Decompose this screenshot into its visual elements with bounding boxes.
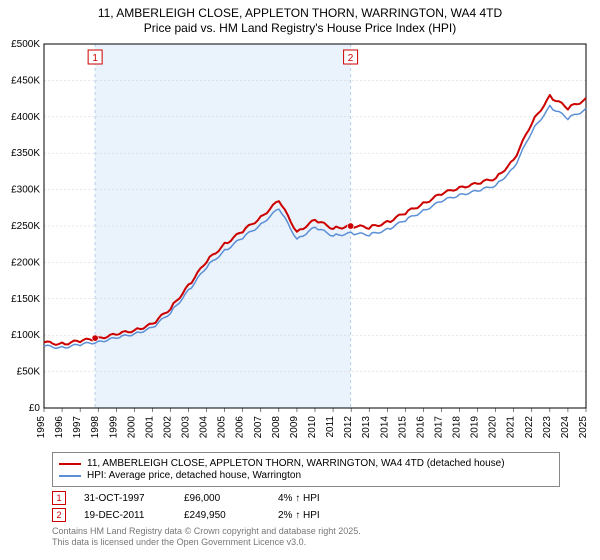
svg-text:1999: 1999 xyxy=(108,416,119,439)
footer-line: Contains HM Land Registry data © Crown c… xyxy=(52,526,560,537)
svg-text:2: 2 xyxy=(348,53,354,64)
marker-badge: 2 xyxy=(52,508,66,522)
chart-area: £0 £50K £100K £150K £200K £250K £300K £350K £400… xyxy=(0,38,600,448)
svg-text:£400K: £400K xyxy=(11,112,40,123)
svg-text:1995: 1995 xyxy=(36,416,47,439)
svg-text:1996: 1996 xyxy=(54,416,65,439)
svg-text:2009: 2009 xyxy=(289,416,300,439)
marker-pct: 2% ↑ HPI xyxy=(278,510,368,521)
svg-text:2001: 2001 xyxy=(144,416,155,439)
svg-text:2023: 2023 xyxy=(542,416,553,439)
svg-text:2002: 2002 xyxy=(162,416,173,439)
svg-text:2022: 2022 xyxy=(524,416,535,439)
legend-swatch xyxy=(59,475,81,477)
footer-attribution: Contains HM Land Registry data © Crown c… xyxy=(52,526,560,549)
marker-badge: 1 xyxy=(52,491,66,505)
chart-title-line2: Price paid vs. HM Land Registry's House … xyxy=(8,21,592,36)
svg-text:£0: £0 xyxy=(29,403,41,414)
svg-text:2008: 2008 xyxy=(271,416,282,439)
svg-text:2025: 2025 xyxy=(578,416,589,439)
svg-text:£300K: £300K xyxy=(11,185,40,196)
svg-text:2000: 2000 xyxy=(126,416,137,439)
svg-text:£450K: £450K xyxy=(11,75,40,86)
legend-swatch xyxy=(59,463,81,465)
legend-label: 11, AMBERLEIGH CLOSE, APPLETON THORN, WA… xyxy=(87,458,505,469)
svg-text:2019: 2019 xyxy=(470,416,481,439)
svg-text:2014: 2014 xyxy=(379,416,390,439)
svg-text:1998: 1998 xyxy=(90,416,101,439)
svg-text:2018: 2018 xyxy=(452,416,463,439)
marker-pct: 4% ↑ HPI xyxy=(278,493,368,504)
marker-price: £249,950 xyxy=(184,510,260,521)
svg-text:£500K: £500K xyxy=(11,39,40,50)
svg-text:2016: 2016 xyxy=(415,416,426,439)
svg-text:1997: 1997 xyxy=(72,416,83,439)
svg-text:2017: 2017 xyxy=(433,416,444,439)
svg-text:£250K: £250K xyxy=(11,221,40,232)
svg-text:2021: 2021 xyxy=(506,416,517,439)
svg-text:1: 1 xyxy=(92,53,98,64)
svg-text:2007: 2007 xyxy=(253,416,264,439)
chart-title-line1: 11, AMBERLEIGH CLOSE, APPLETON THORN, WA… xyxy=(8,6,592,21)
chart-title-block: 11, AMBERLEIGH CLOSE, APPLETON THORN, WA… xyxy=(0,0,600,38)
svg-text:£50K: £50K xyxy=(17,367,41,378)
svg-text:2012: 2012 xyxy=(343,416,354,439)
marker-price: £96,000 xyxy=(184,493,260,504)
marker-row: 2 19-DEC-2011 £249,950 2% ↑ HPI xyxy=(52,508,560,522)
svg-text:£350K: £350K xyxy=(11,148,40,159)
line-chart-svg: £0 £50K £100K £150K £200K £250K £300K £350K £400… xyxy=(0,38,600,448)
svg-text:2010: 2010 xyxy=(307,416,318,439)
legend-label: HPI: Average price, detached house, Warr… xyxy=(87,470,301,481)
marker-date: 31-OCT-1997 xyxy=(84,493,166,504)
svg-text:2003: 2003 xyxy=(181,416,192,439)
marker-date: 19-DEC-2011 xyxy=(84,510,166,521)
legend-item: HPI: Average price, detached house, Warr… xyxy=(59,470,553,481)
svg-text:2024: 2024 xyxy=(560,416,571,439)
svg-text:2011: 2011 xyxy=(325,416,336,438)
footer-line: This data is licensed under the Open Gov… xyxy=(52,537,560,548)
svg-text:£150K: £150K xyxy=(11,294,40,305)
svg-text:2020: 2020 xyxy=(488,416,499,439)
marker-row: 1 31-OCT-1997 £96,000 4% ↑ HPI xyxy=(52,491,560,505)
svg-text:2004: 2004 xyxy=(199,416,210,439)
svg-text:£100K: £100K xyxy=(11,330,40,341)
svg-text:2013: 2013 xyxy=(361,416,372,439)
marker-table: 1 31-OCT-1997 £96,000 4% ↑ HPI 2 19-DEC-… xyxy=(52,491,560,522)
legend: 11, AMBERLEIGH CLOSE, APPLETON THORN, WA… xyxy=(52,452,560,487)
svg-text:£200K: £200K xyxy=(11,257,40,268)
legend-item: 11, AMBERLEIGH CLOSE, APPLETON THORN, WA… xyxy=(59,458,553,469)
svg-text:2005: 2005 xyxy=(217,416,228,439)
svg-text:2015: 2015 xyxy=(397,416,408,439)
svg-text:2006: 2006 xyxy=(235,416,246,439)
